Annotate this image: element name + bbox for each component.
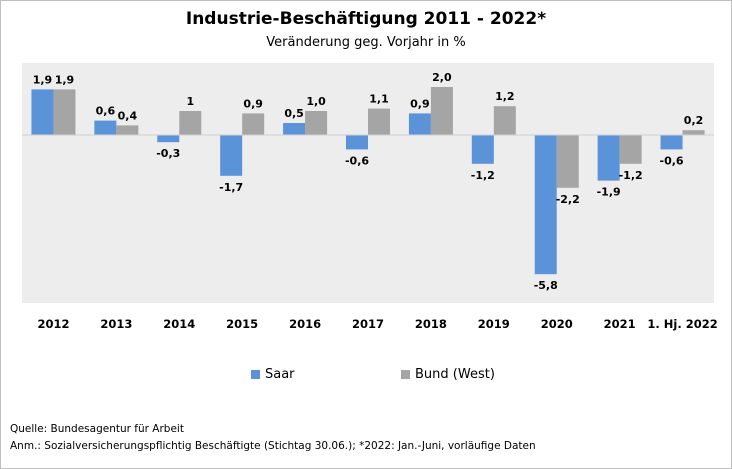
data-label-bund-1: 0,4 <box>118 109 138 122</box>
bar-bund-9 <box>619 135 642 164</box>
bar-saar-3 <box>220 135 243 176</box>
bar-bund-4 <box>305 111 328 135</box>
bar-bund-0 <box>53 89 76 135</box>
data-label-bund-3: 0,9 <box>243 97 263 110</box>
bar-saar-9 <box>597 135 620 181</box>
data-label-saar-2: -0,3 <box>156 147 180 160</box>
bar-bund-5 <box>368 108 390 135</box>
bar-bund-1 <box>116 125 139 135</box>
bar-saar-1 <box>94 120 117 135</box>
x-tick-label-1: 2013 <box>100 317 132 331</box>
legend-item-bund: Bund (West) <box>401 367 495 382</box>
bar-bund-3 <box>242 113 265 135</box>
data-label-saar-5: -0,6 <box>345 154 369 167</box>
data-label-bund-0: 1,9 <box>55 73 75 86</box>
x-tick-label-5: 2017 <box>352 317 384 331</box>
source-note: Quelle: Bundesagentur für Arbeit <box>10 423 184 435</box>
legend-swatch-saar <box>251 370 260 379</box>
bar-saar-6 <box>408 113 431 135</box>
annotation-note: Anm.: Sozialversicherungspflichtig Besch… <box>10 440 536 452</box>
data-label-bund-4: 1,0 <box>306 95 326 108</box>
bar-saar-8 <box>534 135 557 275</box>
data-label-saar-3: -1,7 <box>219 181 243 194</box>
legend-label-saar: Saar <box>265 367 295 382</box>
bar-bund-10 <box>682 130 705 135</box>
bar-saar-7 <box>471 135 494 164</box>
x-tick-label-2: 2014 <box>163 317 195 331</box>
bar-chart: 1,9 1,9 2012 0,6 0,4 2013 -0,3 1 2014 -1,7 0,9 2015… <box>22 63 718 331</box>
legend: Saar Bund (West) <box>1 367 731 387</box>
chart-title: Industrie-Beschäftigung 2011 - 2022* <box>185 9 547 29</box>
data-label-saar-6: 0,9 <box>410 97 430 110</box>
data-label-saar-7: -1,2 <box>471 169 495 182</box>
data-label-bund-9: -1,2 <box>619 169 643 182</box>
bar-saar-10 <box>660 135 683 150</box>
x-tick-label-8: 2020 <box>541 317 573 331</box>
bar-bund-2 <box>179 111 202 135</box>
data-label-saar-4: 0,5 <box>284 107 304 120</box>
x-tick-label-0: 2012 <box>37 317 69 331</box>
data-label-saar-8: -5,8 <box>534 279 558 292</box>
x-tick-label-3: 2015 <box>226 317 258 331</box>
bar-saar-4 <box>283 123 306 135</box>
legend-label-bund: Bund (West) <box>415 367 495 382</box>
legend-item-saar: Saar <box>251 367 295 382</box>
data-label-saar-10: -0,6 <box>660 154 684 167</box>
bar-saar-2 <box>157 135 180 143</box>
plot-area <box>22 63 714 303</box>
bar-bund-8 <box>556 135 579 188</box>
data-label-bund-10: 0,2 <box>684 114 704 127</box>
data-label-bund-5: 1,1 <box>369 93 389 106</box>
chart-subtitle: Veränderung geg. Vorjahr in % <box>266 35 466 50</box>
bar-saar-5 <box>346 135 368 150</box>
data-label-bund-7: 1,2 <box>495 90 515 103</box>
bar-saar-0 <box>31 89 54 135</box>
x-tick-label-4: 2016 <box>289 317 321 331</box>
x-tick-label-9: 2021 <box>604 317 636 331</box>
data-label-bund-6: 2,0 <box>432 71 452 84</box>
data-label-bund-2: 1 <box>186 95 194 108</box>
bar-bund-6 <box>430 87 453 135</box>
data-label-saar-9: -1,9 <box>597 186 621 199</box>
data-label-bund-8: -2,2 <box>556 193 580 206</box>
bar-bund-7 <box>493 106 516 135</box>
x-tick-label-6: 2018 <box>415 317 447 331</box>
legend-swatch-bund <box>401 370 410 379</box>
data-label-saar-0: 1,9 <box>33 73 53 86</box>
x-tick-label-10: 1. Hj. 2022 <box>647 317 717 331</box>
x-tick-label-7: 2019 <box>478 317 510 331</box>
data-label-saar-1: 0,6 <box>96 105 116 118</box>
